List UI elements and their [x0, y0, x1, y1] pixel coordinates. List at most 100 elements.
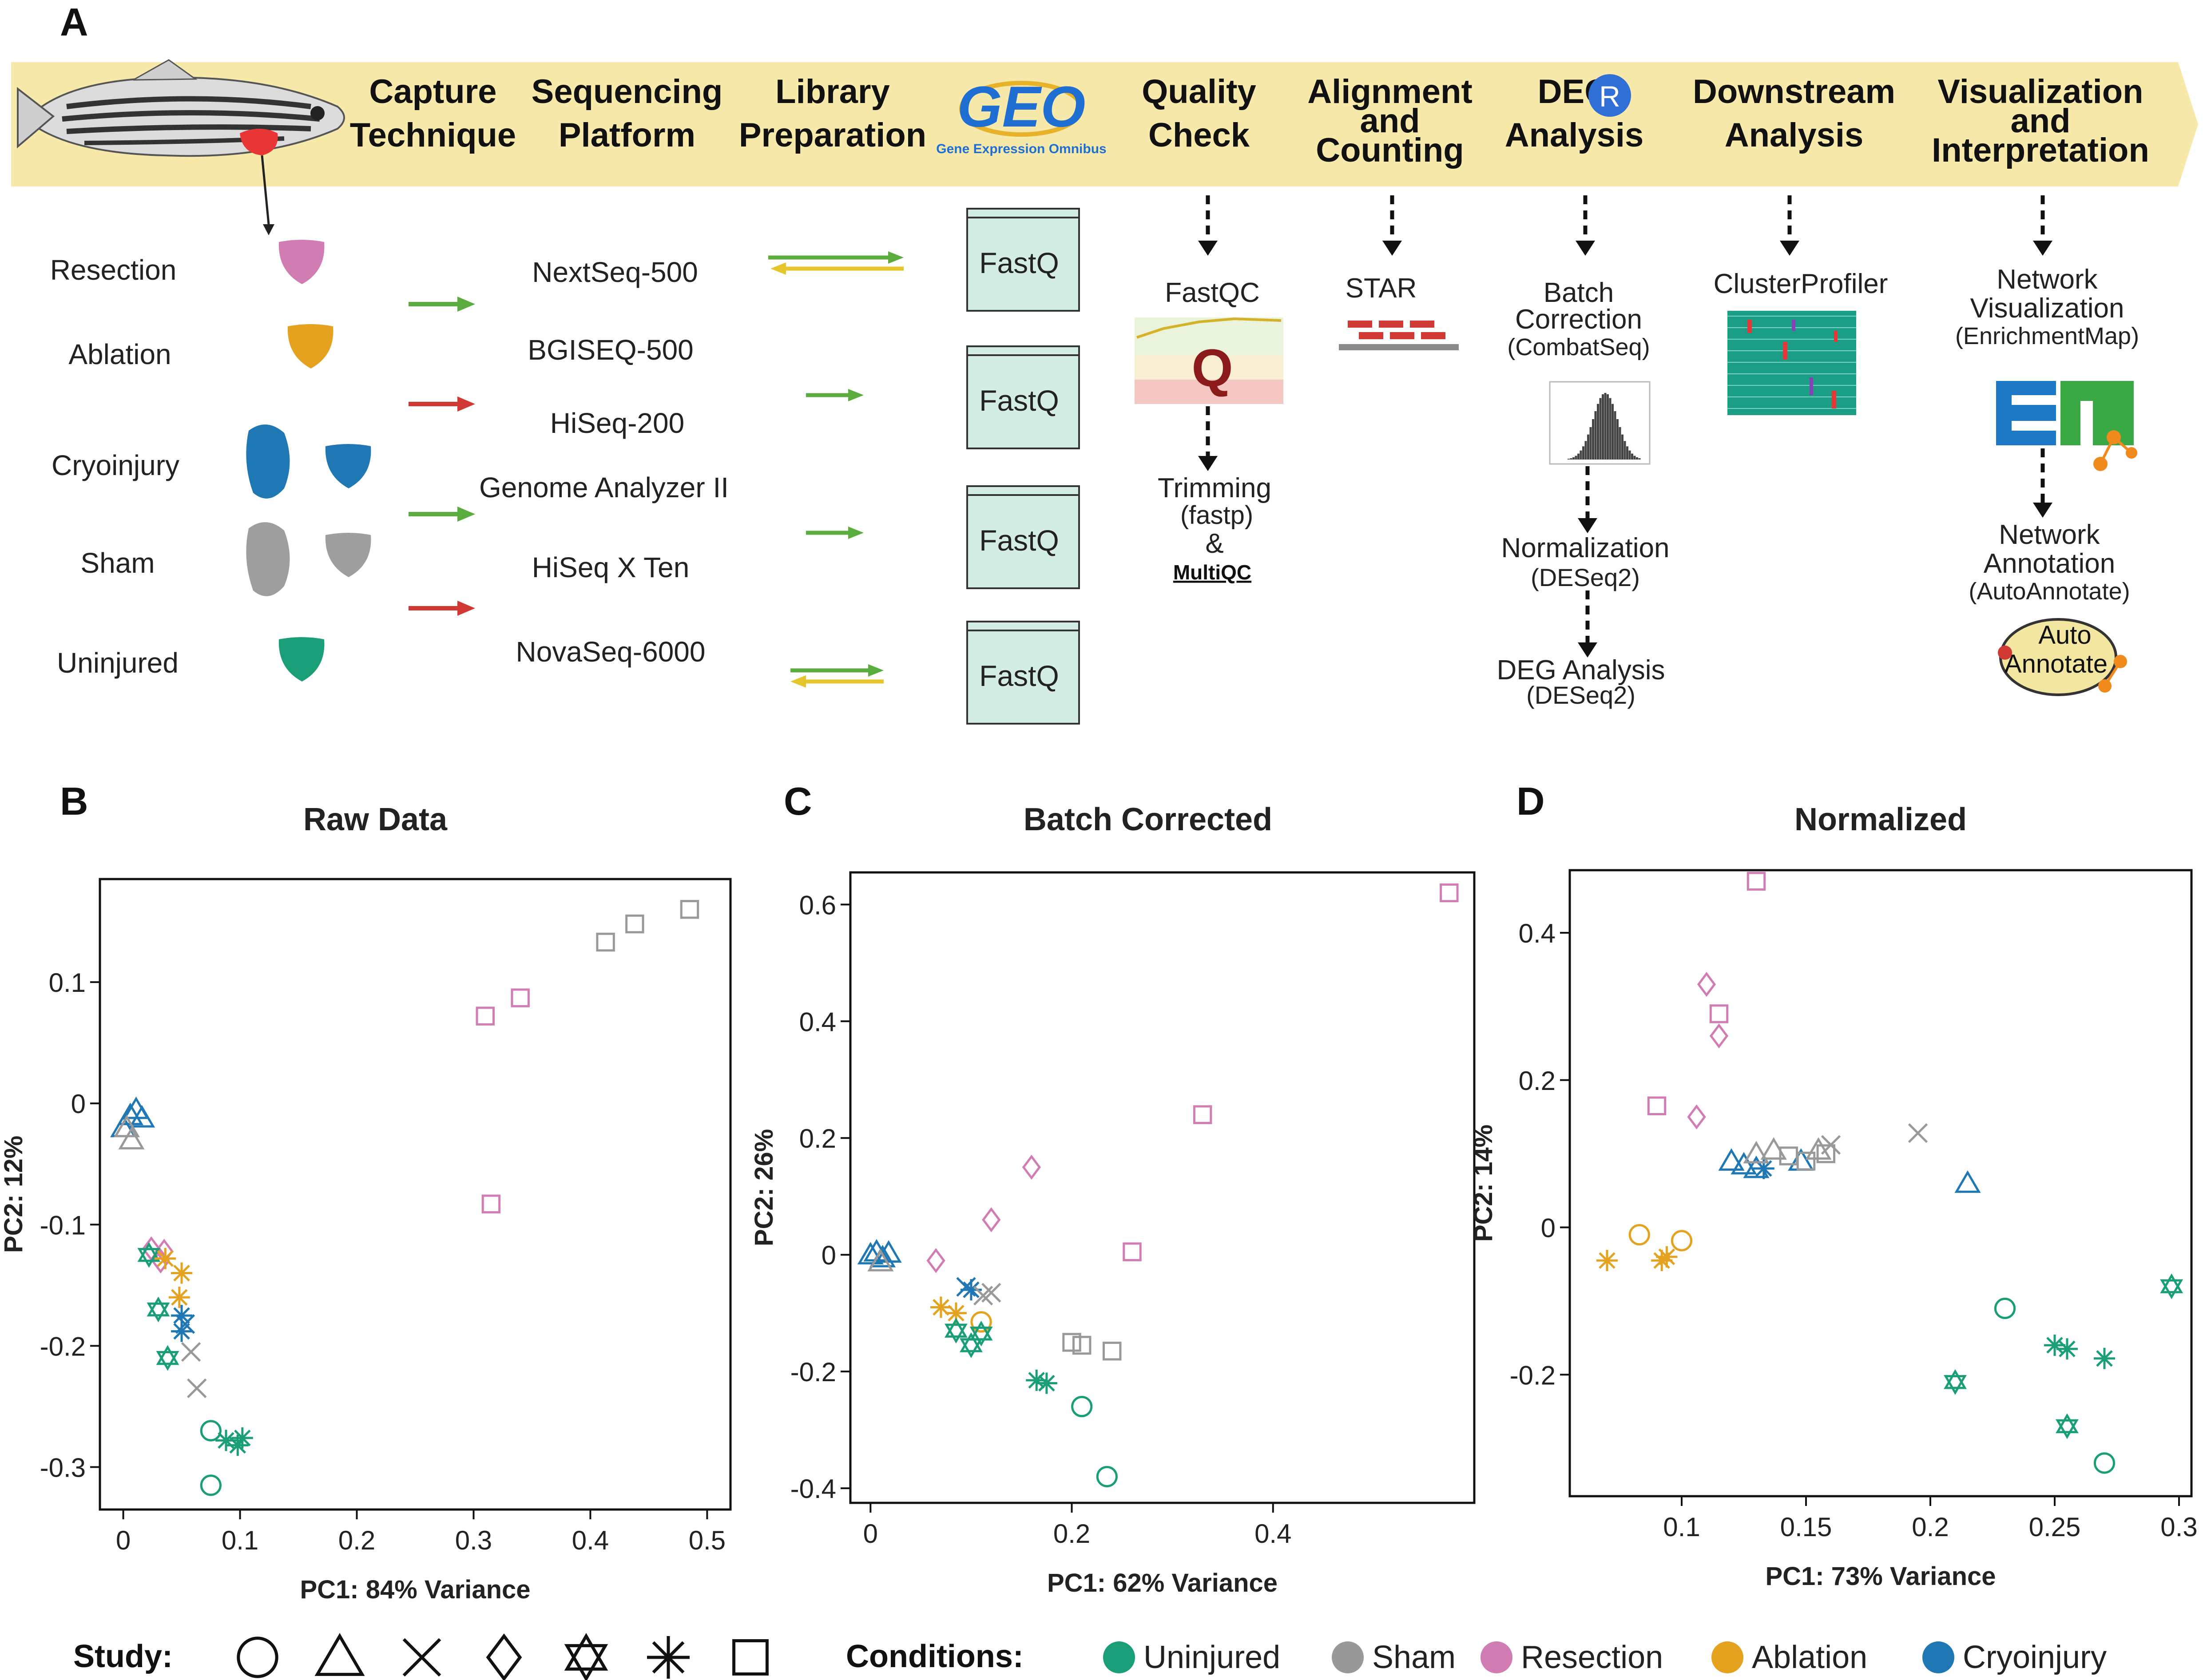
data-point	[875, 1240, 902, 1263]
histogram-bar	[1592, 419, 1594, 460]
banner-step-label: Capture	[369, 73, 496, 111]
capture-condition-label: Sham	[80, 547, 155, 579]
chart-raw-data: Raw Data 0 0.1 0.2 0.3 0.4 0.5 -0.3 -0.2 -0.1 0 0.1…	[0, 802, 732, 1604]
data-point	[1709, 1023, 1729, 1049]
trimming-label: Trimming	[1158, 473, 1271, 503]
data-point	[2093, 1452, 2116, 1474]
data-point	[231, 1427, 253, 1449]
histogram-bar	[1616, 419, 1619, 460]
dashed-arrow	[2033, 448, 2052, 518]
sham-ventricle-icon	[325, 533, 371, 577]
data-point	[970, 1311, 992, 1333]
banner-step: Library Preparation	[739, 73, 926, 154]
data-point	[1671, 1230, 1693, 1252]
dashed-arrow	[1578, 466, 1597, 533]
banner-step-label: Alignment	[1307, 73, 1473, 111]
x-tick-label: 0.5	[689, 1525, 726, 1555]
histogram-bar	[1623, 441, 1626, 460]
histogram-bar	[1599, 398, 1602, 460]
legend-condition-swatch	[1922, 1641, 1954, 1673]
platform-to-fastq-arrows	[768, 251, 904, 688]
visualization-step-label: Network	[1999, 519, 2100, 550]
y-tick-label: 0	[822, 1240, 836, 1270]
x-axis-label: PC1: 84% Variance	[300, 1575, 530, 1604]
data-point	[1747, 872, 1766, 891]
histogram-bar	[1577, 453, 1580, 460]
data-point	[863, 1239, 890, 1262]
visualization-step-label: Network	[1997, 264, 2098, 295]
platform-label: Genome Analyzer II	[479, 472, 729, 503]
dashed-arrow	[1198, 195, 1218, 256]
data-point	[1123, 1242, 1142, 1261]
x-tick-label: 0.2	[338, 1525, 375, 1555]
panel-label-d: D	[1516, 779, 1545, 823]
data-point	[930, 1296, 952, 1318]
data-point	[2094, 1347, 2115, 1369]
r-badge-icon: R	[1588, 74, 1631, 117]
banner-step-label: Downstream	[1693, 73, 1895, 111]
data-point	[1440, 883, 1459, 903]
y-tick-label: 0	[71, 1089, 86, 1119]
x-tick-label: 0.4	[572, 1525, 609, 1555]
data-point	[625, 914, 644, 934]
quality-check-column: FastQC Q Trimming (fastp) & MultiQC	[1135, 277, 1283, 584]
y-axis-label: PC2: 14%	[1469, 1125, 1498, 1242]
data-point	[175, 1314, 195, 1334]
deg-step-label: Normalization	[1501, 533, 1669, 563]
data-point	[867, 1249, 894, 1272]
data-point	[857, 1242, 884, 1264]
data-point	[596, 932, 615, 952]
legend-study-label: Study:	[73, 1639, 173, 1674]
deg-step-label: DEG Analysis	[1496, 655, 1665, 685]
condition-organ-icons	[246, 155, 371, 682]
data-point	[1944, 1369, 1967, 1395]
legend-condition-swatch	[1103, 1641, 1135, 1673]
data-point	[155, 1239, 174, 1264]
data-point	[1628, 1224, 1650, 1246]
data-point	[1908, 1123, 1928, 1143]
banner-step-label: Visualization	[1937, 73, 2143, 111]
cryoinjury-ventricle-icon	[325, 444, 371, 488]
visualization-step-label: Annotation	[1984, 548, 2115, 579]
zebrafish-illustration	[17, 59, 345, 157]
data-point	[1096, 1466, 1118, 1487]
banner-step-label: Library	[775, 73, 890, 111]
histogram-bar	[1572, 457, 1575, 460]
panel-label-a: A	[60, 0, 88, 44]
fastq-file-icon: FastQ	[966, 208, 1080, 312]
histogram-bar	[1584, 441, 1587, 460]
fastq-label: FastQ	[979, 246, 1059, 279]
x-tick-label: 0.3	[2160, 1512, 2197, 1542]
data-point	[481, 1194, 501, 1214]
panel-label-b: B	[60, 779, 88, 823]
x-tick-label: 0	[863, 1519, 878, 1549]
data-point	[1743, 1141, 1770, 1164]
data-point	[982, 1207, 1001, 1232]
banner-step-label: Technique	[350, 116, 516, 154]
histogram-bar	[1619, 427, 1621, 460]
data-point	[147, 1296, 170, 1323]
star-label: STAR	[1346, 273, 1417, 304]
r-badge-text: R	[1599, 80, 1620, 113]
x-tick-label: 0.2	[1053, 1519, 1090, 1549]
legend-condition-swatch	[1332, 1641, 1364, 1673]
chart-title: Normalized	[1794, 802, 1967, 837]
data-point	[2056, 1338, 2078, 1360]
histogram-bar	[1636, 457, 1638, 460]
histogram-bar	[1612, 404, 1614, 460]
data-point	[1647, 1096, 1667, 1116]
chart-title: Raw Data	[303, 802, 448, 837]
data-point	[137, 1242, 161, 1268]
y-tick-label: 0.6	[799, 890, 836, 920]
legend-condition-item: Cryoinjury	[1922, 1640, 2107, 1675]
data-point	[1036, 1372, 1057, 1394]
data-point	[118, 1127, 145, 1149]
legend: Study: Conditions: Uninjured Sham Resectio…	[73, 1633, 2107, 1680]
ablation-heart-icon	[287, 324, 333, 368]
y-tick-label: -0.2	[40, 1331, 86, 1361]
data-point	[1072, 1335, 1092, 1355]
deg-step-label: (DESeq2)	[1531, 563, 1640, 591]
legend-condition-swatch	[1481, 1641, 1512, 1673]
